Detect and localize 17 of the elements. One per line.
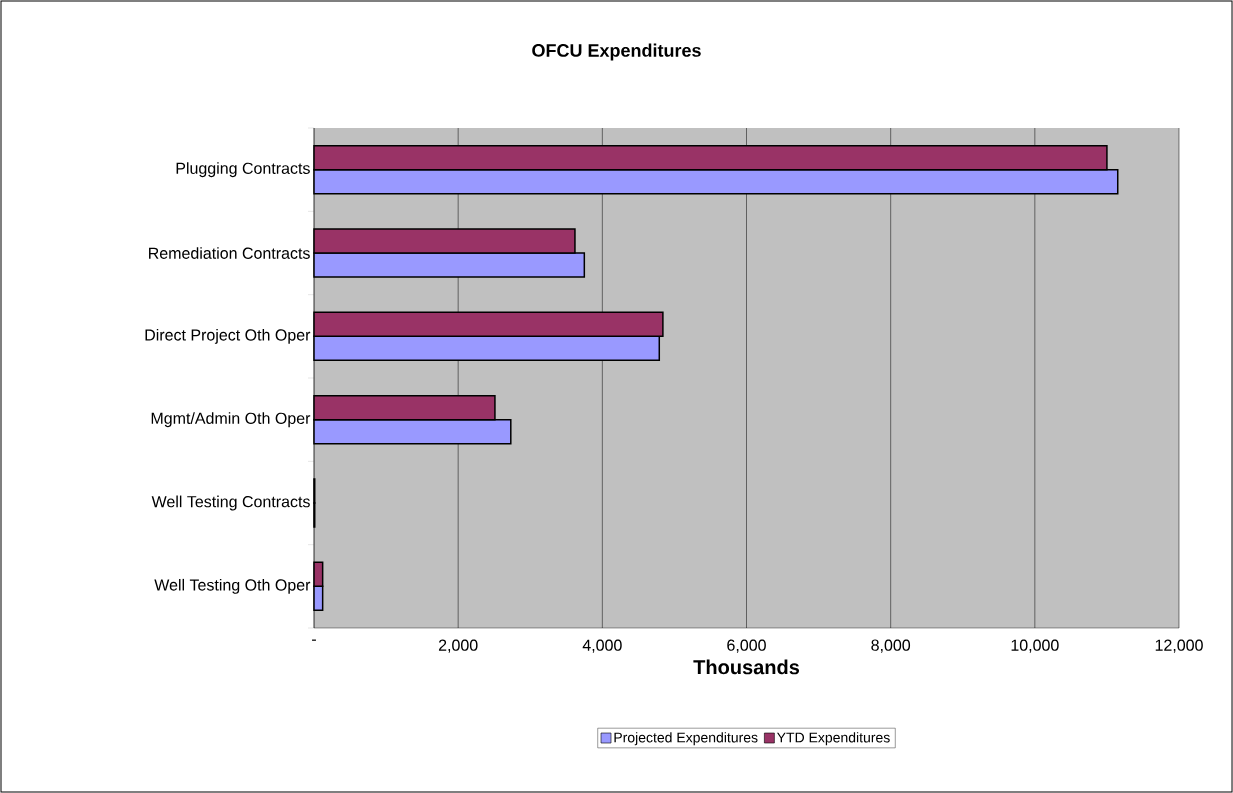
- x-tick-label: 2,000: [438, 639, 478, 653]
- y-tick-label: Remediation Contracts: [149, 247, 310, 259]
- x-tick-label: 6,000: [727, 639, 766, 653]
- legend-label: Projected Expenditures: [614, 732, 758, 746]
- y-tick-label: Well Testing Oth Oper: [154, 578, 311, 594]
- y-tick-label: Direct Project Oth Oper: [145, 328, 311, 344]
- x-axis-title: Thousands: [693, 659, 800, 675]
- y-tick-label: Mgmt/Admin Oth Oper: [151, 412, 311, 428]
- x-tick-label: 10,000: [1011, 639, 1059, 653]
- x-tick-label: -: [312, 639, 316, 641]
- x-tick-label: 8,000: [871, 639, 911, 653]
- x-tick-label: 4,000: [582, 639, 622, 653]
- y-tick-label: Plugging Contracts: [176, 162, 310, 178]
- legend-label: YTD Expenditures: [776, 732, 890, 746]
- y-tick-label: Well Testing Contracts: [151, 495, 310, 511]
- chart-title: OFCU Expenditures: [532, 43, 701, 61]
- x-tick-label: 12,000: [1155, 639, 1203, 653]
